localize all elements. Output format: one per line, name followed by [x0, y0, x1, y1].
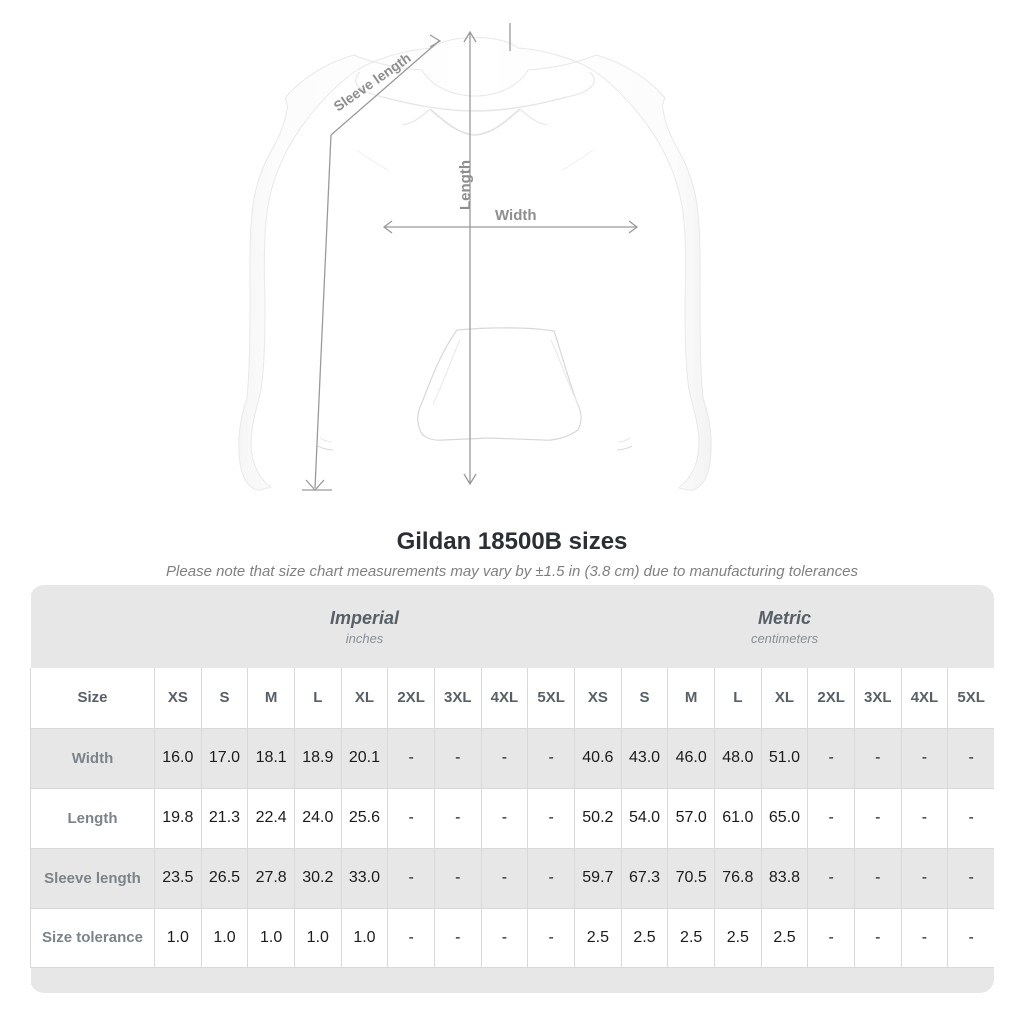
svg-text:Width: Width — [495, 207, 537, 224]
svg-text:Length: Length — [457, 160, 474, 210]
